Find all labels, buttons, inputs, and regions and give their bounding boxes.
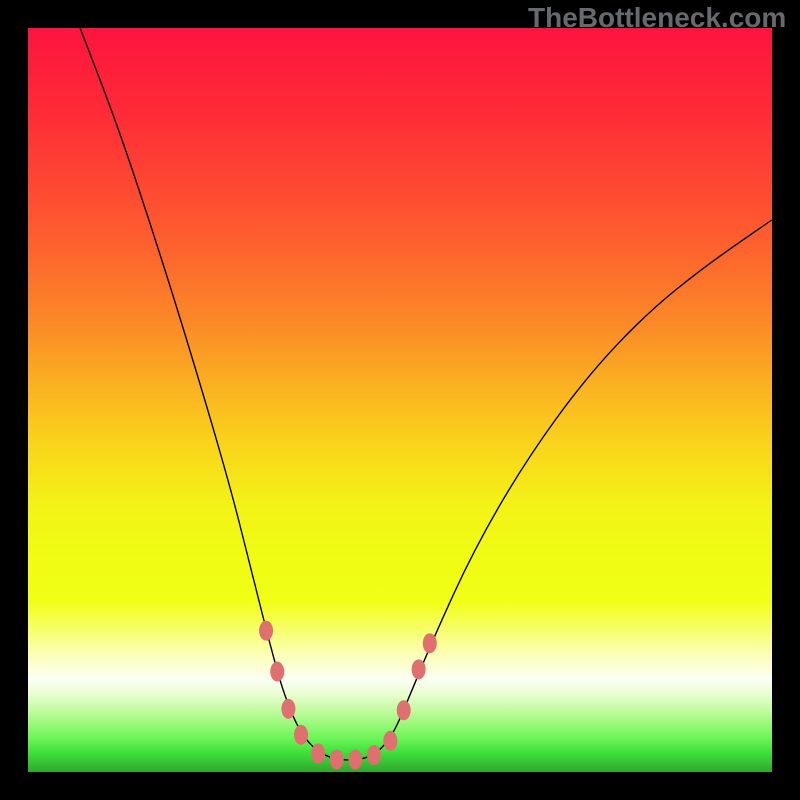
watermark-text: TheBottleneck.com [528, 2, 786, 34]
marker-point [259, 621, 273, 641]
plot-area [28, 28, 772, 772]
marker-point [294, 725, 308, 745]
marker-point [423, 633, 437, 653]
marker-point [281, 699, 295, 719]
gradient-background [28, 28, 772, 772]
plot-svg [28, 28, 772, 772]
marker-point [412, 659, 426, 679]
marker-point [383, 731, 397, 751]
marker-point [270, 662, 284, 682]
marker-point [330, 749, 344, 769]
marker-point [348, 749, 362, 769]
marker-point [397, 700, 411, 720]
marker-point [367, 745, 381, 765]
marker-point [311, 743, 325, 763]
